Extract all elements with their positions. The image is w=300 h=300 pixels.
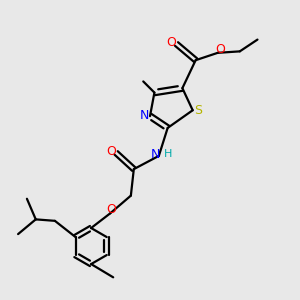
Text: N: N [151,148,160,161]
Text: O: O [166,36,176,49]
Text: O: O [106,203,116,216]
Text: O: O [106,145,116,158]
Text: S: S [194,104,202,117]
Text: N: N [140,109,149,122]
Text: H: H [164,149,172,159]
Text: O: O [216,44,226,56]
